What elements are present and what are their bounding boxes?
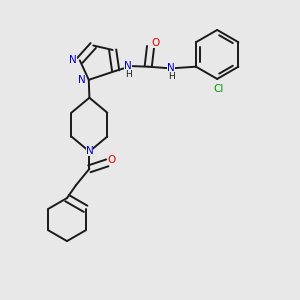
Text: N: N	[85, 146, 93, 157]
Text: N: N	[124, 61, 132, 71]
Text: O: O	[151, 38, 159, 48]
Text: N: N	[167, 63, 175, 73]
Text: Cl: Cl	[214, 84, 224, 94]
Text: N: N	[69, 55, 77, 64]
Text: N: N	[78, 75, 86, 85]
Text: H: H	[125, 70, 132, 79]
Text: O: O	[108, 155, 116, 166]
Text: H: H	[168, 72, 175, 81]
